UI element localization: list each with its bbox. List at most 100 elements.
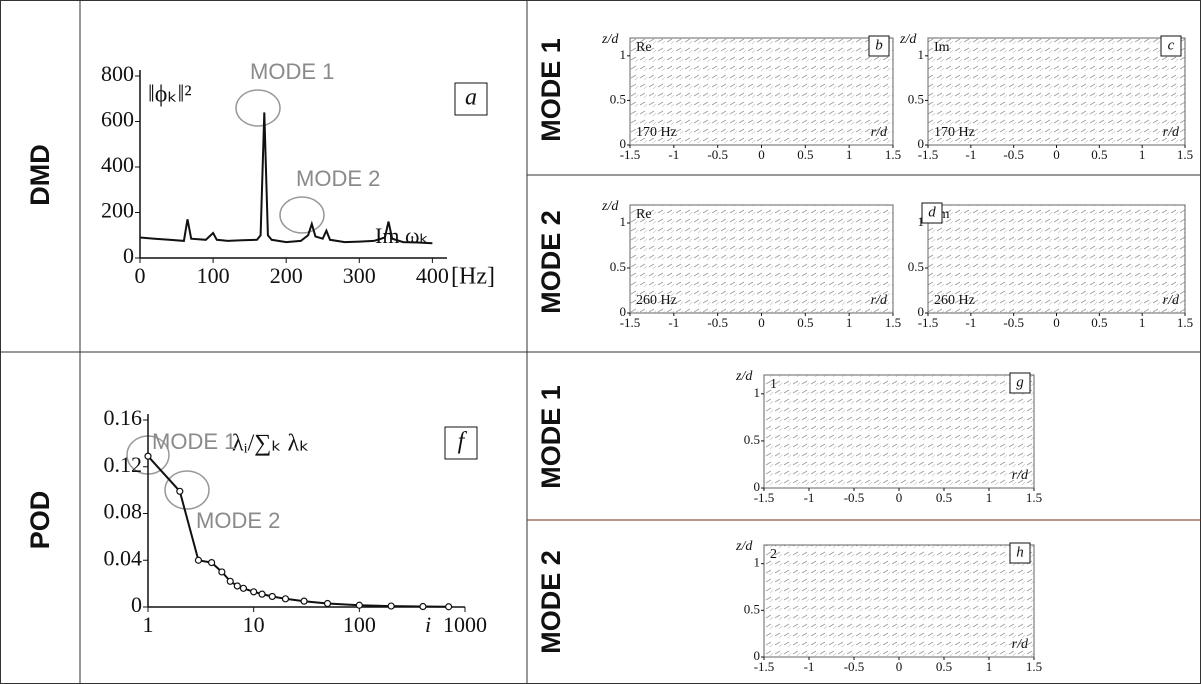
panel-box bbox=[454, 82, 488, 116]
y-tick-label: 0 bbox=[918, 136, 925, 151]
x-tick-label: -1 bbox=[965, 147, 976, 162]
y-tick-label: 0.5 bbox=[610, 91, 626, 106]
marker bbox=[250, 588, 258, 596]
highlight bbox=[235, 89, 281, 127]
x-tick-label: 1 bbox=[1139, 315, 1146, 330]
y-tick-label: 0.08 bbox=[104, 499, 143, 524]
vector-field bbox=[763, 374, 1035, 489]
y-tick-label: 200 bbox=[101, 198, 134, 223]
annotation: MODE 2 bbox=[196, 508, 280, 533]
panel-label: g bbox=[1016, 374, 1024, 390]
component-label: Im bbox=[934, 40, 950, 55]
x-axis-label: r/d bbox=[1163, 293, 1180, 308]
x-tick-label: 1.5 bbox=[1177, 315, 1193, 330]
x-tick-label: 0 bbox=[896, 659, 903, 674]
panel-label: h bbox=[1016, 544, 1024, 560]
marker bbox=[194, 556, 203, 564]
panel-box bbox=[1009, 372, 1031, 394]
section-label: DMD bbox=[25, 144, 55, 206]
x-tick-label: 1 bbox=[143, 612, 154, 637]
panel-label: d bbox=[928, 204, 936, 220]
vector-field bbox=[629, 204, 894, 314]
frequency-label: 260 Hz bbox=[934, 293, 975, 308]
x-tick-label: 200 bbox=[270, 263, 303, 288]
x-tick-label: 0 bbox=[758, 147, 765, 162]
y-tick-label: 0.5 bbox=[908, 259, 924, 274]
annotation: MODE 1 bbox=[152, 429, 236, 454]
x-tick-label: -0.5 bbox=[1003, 147, 1024, 162]
mode-label: MODE 1 bbox=[536, 385, 566, 489]
y-tick-label: 800 bbox=[101, 61, 134, 86]
marker bbox=[208, 558, 216, 567]
x-tick-label: 1.5 bbox=[1026, 490, 1042, 505]
x-axis-label: r/d bbox=[1012, 637, 1029, 652]
y-tick-label: 0.5 bbox=[610, 259, 626, 274]
x-tick-label: 1.5 bbox=[1026, 659, 1042, 674]
series-line bbox=[147, 455, 449, 608]
mode-label: MODE 2 bbox=[536, 550, 566, 654]
marker bbox=[300, 597, 308, 605]
x-tick-label: 0 bbox=[1053, 315, 1060, 330]
x-tick-label: 1.5 bbox=[885, 315, 901, 330]
y-axis-label: z/d bbox=[601, 199, 619, 214]
panel-label: f bbox=[458, 429, 468, 455]
frequency-label: 170 Hz bbox=[636, 125, 677, 140]
x-tick-label: -1.5 bbox=[620, 315, 641, 330]
y-tick-label: 1 bbox=[754, 555, 761, 570]
x-tick-label: -1.5 bbox=[620, 147, 641, 162]
x-axis-label: [Hz] bbox=[451, 264, 495, 290]
x-tick-label: 0.5 bbox=[936, 659, 952, 674]
x-tick-label: 1 bbox=[986, 659, 993, 674]
x-tick-label: 1000 bbox=[443, 612, 487, 637]
y-tick-label: 1 bbox=[620, 47, 627, 62]
x-tick-label: 0 bbox=[758, 315, 765, 330]
x-tick-label: 0.5 bbox=[1091, 315, 1107, 330]
x-axis-label: i bbox=[425, 612, 431, 637]
x-tick-label: -1.5 bbox=[754, 490, 775, 505]
x-tick-label: 1.5 bbox=[885, 147, 901, 162]
marker bbox=[239, 584, 248, 592]
annotation: MODE 1 bbox=[250, 59, 334, 84]
mode-label: MODE 1 bbox=[536, 38, 566, 142]
marker bbox=[226, 577, 234, 585]
x-tick-label: -1 bbox=[668, 315, 679, 330]
component-label: Re bbox=[636, 207, 652, 222]
x-tick-label: 0.5 bbox=[1091, 147, 1107, 162]
x-tick-label: 0.5 bbox=[936, 490, 952, 505]
x-tick-label: 0 bbox=[1053, 147, 1060, 162]
x-tick-label: -0.5 bbox=[707, 315, 728, 330]
y-axis-label: z/d bbox=[899, 32, 917, 47]
panel-box bbox=[444, 426, 478, 460]
panel-box bbox=[868, 35, 890, 57]
y-tick-label: 0 bbox=[131, 592, 142, 617]
highlight bbox=[279, 196, 325, 234]
frequency-label: 170 Hz bbox=[934, 125, 975, 140]
x-tick-label: 1 bbox=[986, 490, 993, 505]
panel-box bbox=[1160, 35, 1182, 57]
y-axis-label: z/d bbox=[601, 32, 619, 47]
x-axis-label: r/d bbox=[871, 293, 888, 308]
x-tick-label: -1 bbox=[965, 315, 976, 330]
marker bbox=[419, 602, 427, 611]
frequency-label: 260 Hz bbox=[636, 293, 677, 308]
y-axis-label: λᵢ/∑ₖ λₖ bbox=[232, 431, 309, 457]
marker bbox=[233, 582, 241, 590]
component-label: Re bbox=[636, 40, 652, 55]
marker bbox=[355, 601, 363, 609]
marker bbox=[445, 603, 453, 611]
y-tick-label: 0 bbox=[754, 479, 761, 494]
y-tick-label: 0.5 bbox=[744, 432, 760, 447]
section-label: POD bbox=[25, 491, 55, 550]
component-label: 2 bbox=[770, 547, 777, 562]
x-tick-label: -0.5 bbox=[707, 147, 728, 162]
x-tick-label: -1.5 bbox=[918, 147, 939, 162]
y-tick-label: 0.16 bbox=[104, 405, 143, 430]
x-tick-label: -1 bbox=[804, 490, 815, 505]
panel-box bbox=[1009, 542, 1031, 564]
vector-field bbox=[927, 204, 1186, 314]
y-tick-label: 0 bbox=[123, 243, 134, 268]
marker bbox=[144, 452, 152, 460]
marker bbox=[281, 595, 290, 603]
marker bbox=[258, 590, 266, 598]
